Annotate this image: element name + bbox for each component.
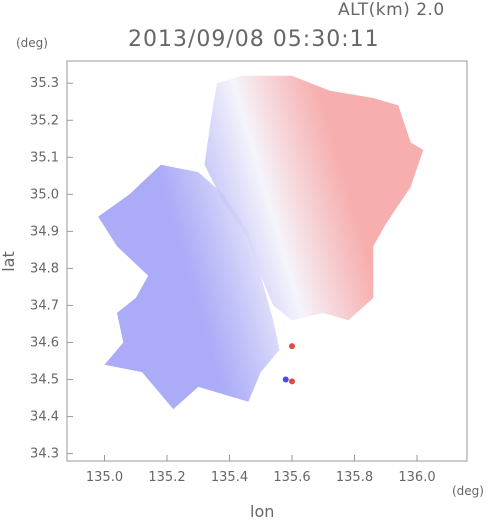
- y-tick-label: 34.7: [30, 298, 59, 313]
- echo-cluster-1: [282, 376, 289, 383]
- x-tick-label: 135.2: [148, 470, 185, 485]
- echo-cluster-2: [289, 343, 295, 350]
- x-tick-label: 135.8: [336, 470, 373, 485]
- y-tick-label: 35.2: [30, 113, 59, 128]
- y-tick-label: 34.6: [30, 335, 59, 350]
- altitude-label: ALT(km) 2.0: [338, 0, 445, 20]
- velocity-region-receding: [204, 75, 424, 321]
- x-axis-unit: (deg): [452, 484, 484, 498]
- echo-cluster-0: [289, 378, 295, 385]
- y-axis-unit: (deg): [16, 36, 48, 50]
- x-tick-label: 135.0: [86, 470, 123, 485]
- y-tick-label: 34.5: [30, 373, 59, 388]
- y-tick-label: 35.0: [30, 187, 59, 202]
- plot-frame: [66, 60, 468, 462]
- x-tick-label: 135.4: [211, 470, 248, 485]
- timestamp-title: 2013/09/08 05:30:11: [128, 27, 380, 52]
- y-tick-label: 34.3: [30, 447, 59, 462]
- y-tick-label: 34.8: [30, 261, 59, 276]
- x-axis-label: lon: [250, 502, 275, 521]
- y-tick-label: 34.4: [30, 410, 59, 425]
- velocity-region-approaching: [98, 164, 280, 410]
- y-tick-label: 35.1: [30, 150, 59, 165]
- y-tick-label: 35.3: [30, 76, 59, 91]
- x-tick-label: 135.6: [273, 470, 310, 485]
- y-tick-label: 34.9: [30, 224, 59, 239]
- x-tick-label: 136.0: [398, 470, 435, 485]
